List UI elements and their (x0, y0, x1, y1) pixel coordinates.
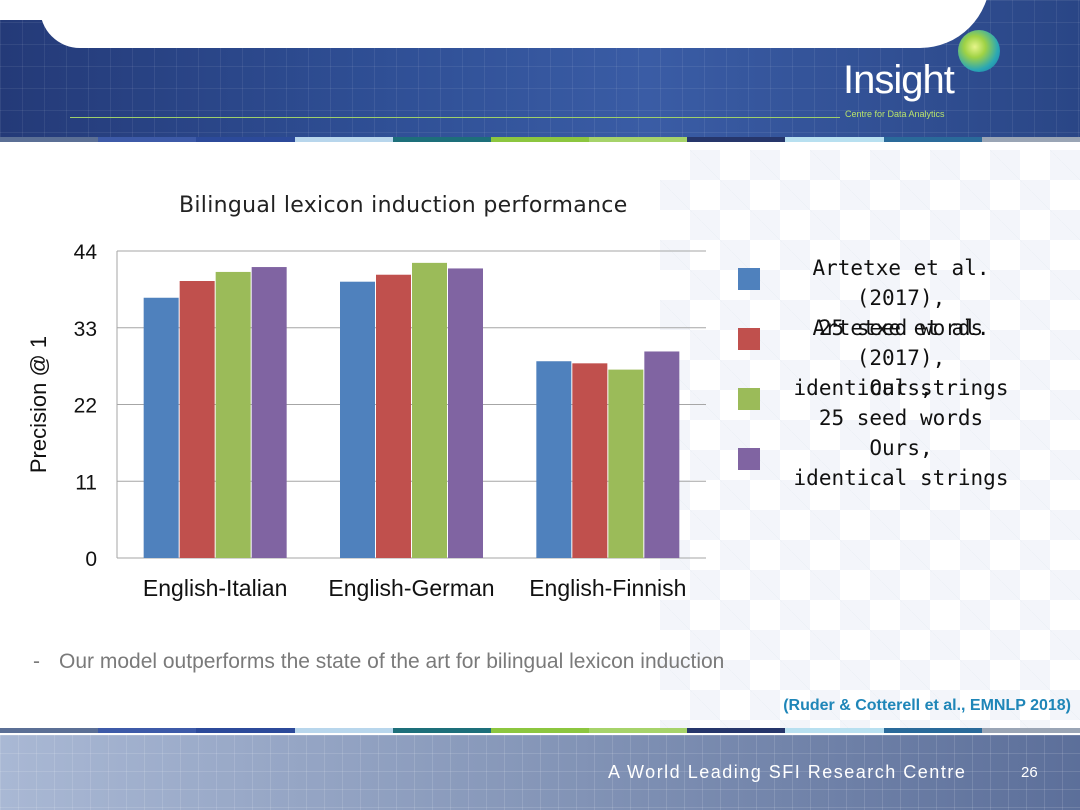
stripe-segment (0, 137, 99, 142)
y-tick-label: 0 (85, 548, 97, 571)
legend-label: Ours, identical strings (793, 436, 1009, 490)
legend-swatch (738, 328, 760, 350)
legend-label: Ours, 25 seed words (818, 376, 984, 430)
footer-banner (0, 735, 1080, 810)
bar (143, 297, 179, 558)
stripe-segment (490, 137, 590, 142)
stripe-segment (98, 728, 197, 733)
stripe-segment (196, 728, 295, 733)
stripe-segment (687, 728, 786, 733)
stripe-segment (589, 137, 688, 142)
legend-item: Ours, 25 seed words (738, 373, 1058, 433)
bar (448, 268, 483, 558)
top-color-stripe (0, 137, 1080, 142)
legend-label: Artetxe et al. (2017), 25 seed words (812, 256, 990, 340)
bullet-marker: - (33, 650, 40, 673)
y-tick-label: 33 (74, 318, 97, 341)
bar (215, 271, 251, 558)
stripe-segment (883, 728, 982, 733)
logo-subtitle: Centre for Data Analytics (845, 109, 945, 119)
stripe-segment (0, 728, 99, 733)
logo-name: Insight (843, 58, 955, 102)
bar (644, 351, 680, 558)
x-tick-label: English-Finnish (529, 575, 686, 601)
bullet-text: Our model outperforms the state of the a… (59, 650, 725, 673)
page-number: 26 (1021, 764, 1038, 781)
header-banner: Insight Centre for Data Analytics (0, 0, 1080, 140)
x-tick-label: English-Italian (143, 575, 287, 601)
x-tick-label: English-German (328, 575, 494, 601)
stripe-segment (981, 137, 1080, 142)
legend-item: Artetxe et al. (2017), identical strings (738, 313, 1058, 400)
header-white-panel (40, 0, 990, 48)
bottom-color-stripe (0, 728, 1080, 733)
stripe-segment (490, 728, 590, 733)
legend-swatch (738, 388, 760, 410)
y-tick-label: 11 (75, 471, 97, 494)
stripe-segment (392, 137, 491, 142)
stripe-segment (785, 728, 884, 733)
bar (179, 281, 215, 558)
stripe-segment (883, 137, 982, 142)
footer-pattern (0, 735, 1080, 810)
footer-tagline: A World Leading SFI Research Centre (608, 762, 967, 782)
legend-swatch (738, 268, 760, 290)
bar (608, 369, 644, 558)
bar (412, 262, 447, 558)
citation: (Ruder & Cotterell et al., EMNLP 2018) (783, 697, 1071, 714)
stripe-segment (687, 137, 786, 142)
stripe-segment (785, 137, 884, 142)
header-rule (70, 117, 840, 118)
stripe-segment (294, 728, 393, 733)
y-tick-label: 44 (74, 241, 98, 264)
stripe-segment (981, 728, 1080, 733)
y-axis-label: Precision @ 1 (26, 336, 51, 473)
stripe-segment (98, 137, 197, 142)
stripe-segment (392, 728, 491, 733)
chart-title: Bilingual lexicon induction performance (179, 193, 628, 218)
legend-label: Artetxe et al. (2017), identical strings (793, 316, 1009, 400)
chart-legend: Artetxe et al. (2017), 25 seed words Arte… (738, 253, 1058, 493)
background-pattern (660, 150, 1080, 730)
y-tick-label: 22 (74, 395, 97, 418)
bar (251, 267, 287, 558)
bar (572, 363, 608, 558)
bar (376, 274, 411, 558)
stripe-segment (294, 137, 393, 142)
legend-swatch (738, 448, 760, 470)
stripe-segment (589, 728, 688, 733)
legend-item: Ours, identical strings (738, 433, 1058, 493)
legend-item: Artetxe et al. (2017), 25 seed words (738, 253, 1058, 340)
insight-logo-icon (958, 30, 1000, 72)
bar (340, 281, 375, 558)
bullet-point: - Our model outperforms the state of the … (33, 650, 724, 674)
bar (536, 361, 572, 558)
stripe-segment (196, 137, 295, 142)
